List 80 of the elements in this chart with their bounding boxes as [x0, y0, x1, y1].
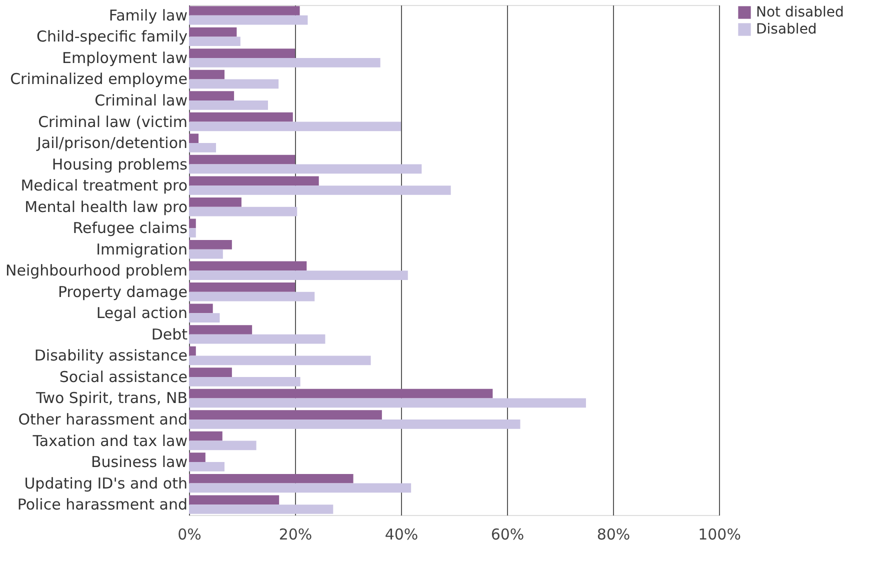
- y-tick-label: Two Spirit, trans, NB: [35, 389, 188, 408]
- y-tick-label: Jail/prison/detention: [36, 134, 188, 152]
- bar: [189, 334, 326, 344]
- bar: [189, 176, 319, 186]
- bar: [189, 388, 493, 398]
- bar: [189, 474, 354, 484]
- bar: [189, 325, 252, 334]
- bar: [189, 431, 222, 441]
- x-tick-label: 40%: [384, 526, 418, 544]
- bar: [189, 504, 334, 514]
- bar: [189, 143, 216, 152]
- y-tick-label: Immigration: [96, 240, 188, 258]
- y-tick-label: Business law: [90, 453, 188, 472]
- bar: [189, 410, 382, 420]
- y-tick-label: Neighbourhood problem: [6, 262, 188, 280]
- bar: [189, 398, 586, 408]
- legend-label: Not disabled: [756, 4, 844, 20]
- bar: [189, 261, 307, 271]
- bar: [189, 134, 199, 144]
- y-tick-label: Legal action: [96, 304, 188, 322]
- y-tick-label: Employment law: [62, 48, 188, 67]
- bar: [189, 164, 422, 174]
- bar: [189, 79, 279, 89]
- bar: [189, 282, 295, 292]
- y-tick-label: Updating ID's and oth: [24, 474, 188, 492]
- y-tick-label: Housing problems: [52, 155, 188, 174]
- bar: [189, 70, 225, 80]
- x-tick-label: 20%: [278, 526, 312, 544]
- bar: [189, 440, 256, 450]
- bar: [189, 27, 237, 37]
- bar: [189, 452, 206, 462]
- y-tick-label: Refugee claims: [72, 219, 188, 238]
- bar: [189, 313, 220, 323]
- y-tick-label: Other harassment and: [18, 410, 188, 429]
- y-tick-label: Police harassment and: [17, 496, 188, 514]
- bar: [189, 495, 280, 505]
- bar: [189, 356, 371, 366]
- x-tick-label: 100%: [698, 526, 741, 544]
- bar: [189, 58, 380, 68]
- y-tick-label: Criminal law (victim: [38, 112, 188, 131]
- bar: [189, 304, 213, 314]
- bar: [189, 36, 240, 46]
- bar: [189, 292, 315, 302]
- bar: [189, 206, 298, 216]
- bar: [189, 376, 300, 386]
- y-tick-label: Social assistance: [59, 368, 188, 386]
- bar: [189, 48, 295, 58]
- x-tick-label: 0%: [178, 526, 202, 544]
- y-tick-label: Disability assistance: [34, 346, 188, 365]
- y-tick-label: Medical treatment pro: [20, 176, 188, 195]
- bar: [189, 420, 520, 429]
- bar: [189, 228, 196, 238]
- bar: [189, 112, 293, 122]
- bar: [189, 6, 300, 16]
- bar: [189, 240, 232, 250]
- bar: [189, 483, 412, 493]
- bar: [189, 462, 225, 472]
- bar: [189, 270, 408, 280]
- bar: [189, 186, 451, 195]
- x-tick-label: 80%: [596, 526, 630, 544]
- y-tick-label: Mental health law pro: [24, 198, 188, 216]
- bar: [189, 218, 196, 228]
- y-tick-label: Criminalized employme: [10, 70, 188, 88]
- y-tick-label: Child-specific family: [36, 28, 188, 46]
- y-tick-label: Criminal law: [94, 91, 188, 110]
- bar: [189, 249, 223, 259]
- y-tick-label: Taxation and tax law: [32, 432, 188, 450]
- y-tick-label: Property damage: [58, 282, 188, 301]
- bar: [189, 91, 234, 100]
- bar: [189, 368, 232, 377]
- y-tick-label: Debt: [151, 325, 188, 344]
- y-tick-label: Family law: [108, 6, 188, 24]
- x-tick-label: 60%: [490, 526, 524, 544]
- bar: [189, 197, 242, 207]
- bar: [189, 15, 308, 25]
- legend-label: Disabled: [756, 22, 817, 38]
- bar: [189, 100, 268, 110]
- bar: [189, 346, 196, 356]
- bar: [189, 122, 401, 132]
- bar: [189, 154, 295, 164]
